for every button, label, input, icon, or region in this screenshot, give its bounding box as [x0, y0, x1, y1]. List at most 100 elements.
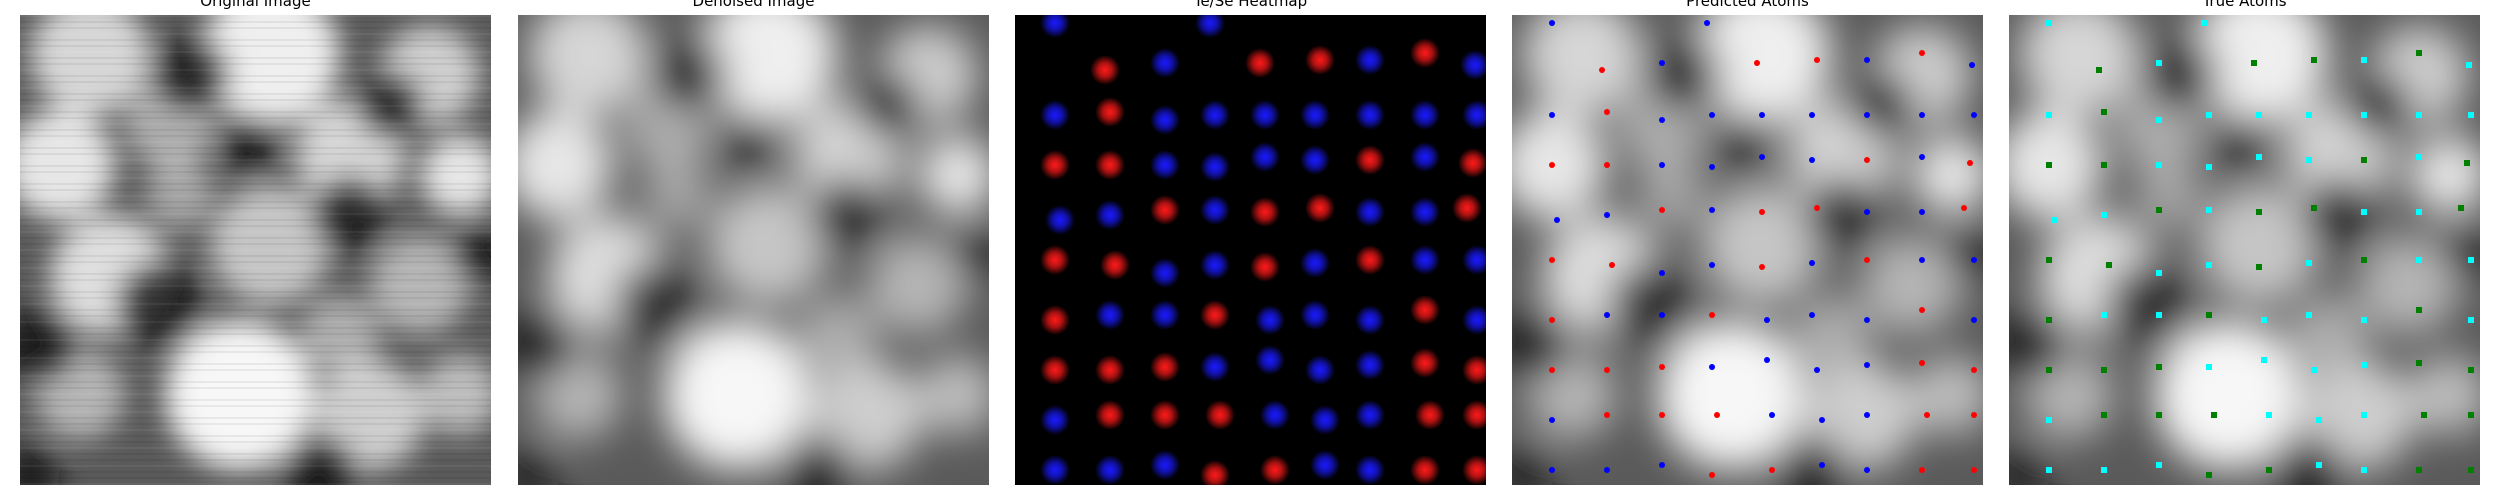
predicted-atom-marker: [1864, 157, 1870, 163]
true-atom-marker: [2156, 162, 2162, 168]
predicted-atom-marker: [1604, 312, 1610, 318]
true-atom-marker: [2416, 467, 2422, 473]
true-atom-marker: [2316, 462, 2322, 468]
true-atom-marker: [2206, 312, 2212, 318]
true-atom-marker: [2156, 462, 2162, 468]
true-atom-marker: [2101, 412, 2107, 418]
denoised-image: [518, 15, 989, 485]
heatmap-spot: [1040, 355, 1070, 385]
heatmap-spot: [1200, 352, 1230, 382]
predicted-atom-marker: [1969, 62, 1975, 68]
predicted-atom-marker: [1659, 207, 1665, 213]
predicted-atom-marker: [1549, 112, 1555, 118]
predicted-atom-marker: [1709, 164, 1715, 170]
predicted-atom-marker: [1864, 412, 1870, 418]
heatmap-spot: [1040, 405, 1070, 435]
predicted-atom-marker: [1967, 160, 1973, 166]
heatmap-spot: [1195, 15, 1225, 38]
predicted-atom-marker: [1704, 20, 1710, 26]
true-atom-marker: [2156, 412, 2162, 418]
heatmap-spot: [1095, 355, 1125, 385]
true-atom-marker: [2201, 20, 2207, 26]
heatmap-spot: [1355, 245, 1385, 275]
heatmap-spot: [1040, 150, 1070, 180]
heatmap-spot: [1200, 100, 1230, 130]
true-atom-marker: [2458, 205, 2464, 211]
true-atom-marker: [2106, 262, 2112, 268]
heatmap-spot: [1100, 250, 1130, 280]
predicted-atom-marker: [1609, 262, 1615, 268]
predicted-atom-marker: [1919, 307, 1925, 313]
true-atom-marker: [2266, 467, 2272, 473]
predicted-atom-marker: [1809, 260, 1815, 266]
true-atom-marker: [2046, 162, 2052, 168]
heatmap-spot: [1095, 97, 1125, 127]
predicted-atom-marker: [1809, 157, 1815, 163]
true-atom-marker: [2156, 117, 2162, 123]
true-atom-marker: [2361, 362, 2367, 368]
predicted-atom-marker: [1599, 67, 1605, 73]
predicted-atom-marker: [1604, 367, 1610, 373]
true-atom-marker: [2468, 467, 2474, 473]
heatmap-spot: [1355, 305, 1385, 335]
heatmap-spot: [1200, 300, 1230, 330]
true-atom-marker: [2266, 412, 2272, 418]
heatmap-spot: [1410, 197, 1440, 227]
heatmap-spot: [1205, 400, 1235, 430]
predicted-atom-marker: [1924, 412, 1930, 418]
te-se-heatmap: [1015, 15, 1486, 485]
heatmap-spot: [1300, 300, 1330, 330]
predicted-atom-marker: [1549, 417, 1555, 423]
true-atom-marker: [2361, 467, 2367, 473]
heatmap-spot: [1095, 150, 1125, 180]
predicted-atom-marker: [1919, 257, 1925, 263]
true-atom-marker: [2361, 57, 2367, 63]
true-atom-marker: [2256, 112, 2262, 118]
predicted-atom-marker: [1709, 207, 1715, 213]
heatmap-spot: [1250, 100, 1280, 130]
true-atom-marker: [2206, 262, 2212, 268]
predicted-atom-marker: [1659, 412, 1665, 418]
predicted-atom-marker: [1819, 462, 1825, 468]
predicted-atom-marker: [1864, 112, 1870, 118]
heatmap-spot: [1095, 455, 1125, 485]
heatmap-spot: [1410, 38, 1440, 68]
predicted-atom-marker: [1709, 472, 1715, 478]
predicted-atom-marker: [1971, 317, 1977, 323]
heatmap-spot: [1410, 142, 1440, 172]
heatmap-spot: [1355, 145, 1385, 175]
true-atom-marker: [2206, 112, 2212, 118]
true-atom-marker: [2361, 317, 2367, 323]
heatmap-spot: [1040, 305, 1070, 335]
predicted-atom-marker: [1604, 412, 1610, 418]
heatmap-spot: [1200, 460, 1230, 485]
predicted-atom-marker: [1759, 154, 1765, 160]
heatmap-spot: [1200, 250, 1230, 280]
heatmap-spot: [1355, 45, 1385, 75]
heatmap-spot: [1410, 348, 1440, 378]
predicted-atom-marker: [1709, 364, 1715, 370]
panel-title-original: Original Image: [200, 0, 311, 10]
predicted-atom-marker: [1864, 209, 1870, 215]
true-atom-marker: [2261, 317, 2267, 323]
heatmap-spot: [1300, 145, 1330, 175]
predicted-atom-marker: [1554, 217, 1560, 223]
true-atom-marker: [2256, 264, 2262, 270]
true-atom-marker: [2468, 112, 2474, 118]
predicted-atom-marker: [1549, 162, 1555, 168]
true-atom-marker: [2046, 20, 2052, 26]
heatmap-spot: [1040, 15, 1070, 38]
true-atom-marker: [2206, 207, 2212, 213]
predicted-atom-marker: [1769, 412, 1775, 418]
true-atom-marker: [2361, 412, 2367, 418]
true-atom-marker: [2464, 160, 2470, 166]
true-atom-marker: [2416, 112, 2422, 118]
panel-denoised-image: Denoised Image: [518, 0, 989, 500]
heatmap-spot: [1150, 400, 1180, 430]
true-atom-marker: [2211, 412, 2217, 418]
heatmap-spot: [1250, 142, 1280, 172]
heatmap-spot: [1150, 450, 1180, 480]
heatmap-spot: [1410, 295, 1440, 325]
true-atom-marker: [2156, 60, 2162, 66]
heatmap-spot: [1410, 455, 1440, 485]
